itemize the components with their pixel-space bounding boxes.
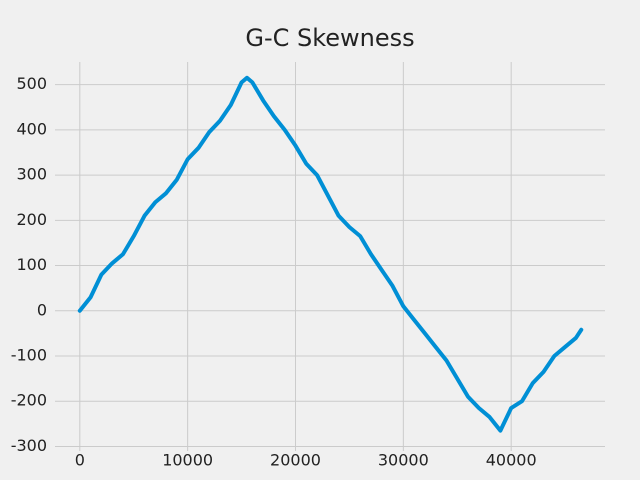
- x-tick-label: 0: [75, 451, 85, 470]
- y-tick-label: -100: [11, 346, 47, 365]
- y-tick-label: 200: [16, 210, 47, 229]
- x-tick-label: 30000: [378, 451, 429, 470]
- y-tick-label: 500: [16, 74, 47, 93]
- x-tick-label: 10000: [162, 451, 213, 470]
- y-tick-label: 400: [16, 119, 47, 138]
- y-tick-label: -200: [11, 391, 47, 410]
- x-axis-label: Fragment Number: [257, 479, 403, 480]
- y-tick-label: 300: [16, 165, 47, 184]
- y-tick-label: 100: [16, 255, 47, 274]
- y-tick-label: -300: [11, 436, 47, 455]
- data-line: [77, 75, 584, 433]
- chart-title: G-C Skewness: [245, 24, 414, 52]
- x-tick-label: 40000: [486, 451, 537, 470]
- x-tick-label: 20000: [270, 451, 321, 470]
- y-tick-label: 0: [37, 300, 47, 319]
